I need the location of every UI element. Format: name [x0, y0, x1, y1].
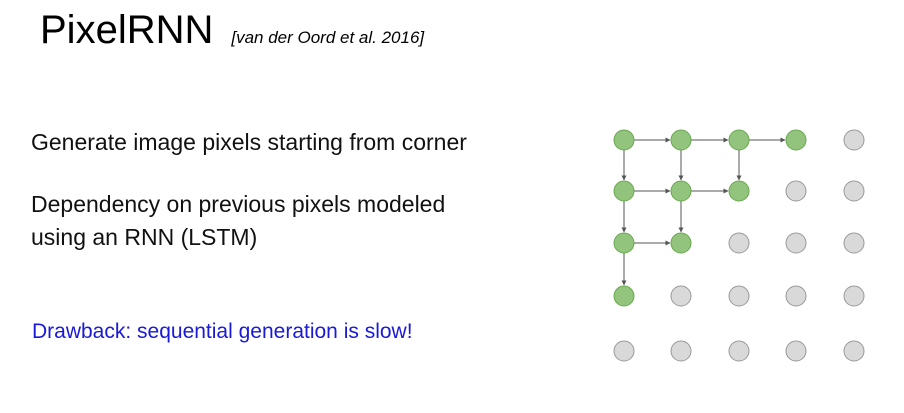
pending-pixel: [613, 340, 635, 362]
title-row: PixelRNN [van der Oord et al. 2016]: [40, 6, 424, 54]
generated-pixel: [728, 129, 750, 151]
pending-pixel: [785, 340, 807, 362]
generated-pixel: [613, 232, 635, 254]
generated-pixel: [613, 129, 635, 151]
pending-pixel: [785, 285, 807, 307]
pending-pixel: [670, 340, 692, 362]
generated-pixel: [728, 180, 750, 202]
pending-pixel: [728, 232, 750, 254]
pixel-nodes: [613, 129, 865, 362]
generated-pixel: [785, 129, 807, 151]
pending-pixel: [728, 340, 750, 362]
pending-pixel: [843, 285, 865, 307]
point-rnn-line2: using an RNN (LSTM): [31, 224, 258, 250]
dependency-arrows: [621, 137, 786, 286]
generated-pixel: [613, 285, 635, 307]
point-generate-pixels: Generate image pixels starting from corn…: [31, 129, 467, 155]
generated-pixel: [670, 129, 692, 151]
pending-pixel: [843, 180, 865, 202]
pending-pixel: [843, 232, 865, 254]
pending-pixel: [843, 340, 865, 362]
point-rnn-line1: Dependency on previous pixels modeled: [31, 191, 446, 217]
slide-title: PixelRNN: [40, 8, 214, 52]
pending-pixel: [843, 129, 865, 151]
drawback-note: Drawback: sequential generation is slow!: [32, 320, 413, 343]
pending-pixel: [785, 232, 807, 254]
pending-pixel: [670, 285, 692, 307]
citation: [van der Oord et al. 2016]: [231, 28, 425, 47]
generated-pixel: [670, 180, 692, 202]
pending-pixel: [785, 180, 807, 202]
point-rnn-dependency: Dependency on previous pixels modeled us…: [31, 188, 445, 254]
generated-pixel: [670, 232, 692, 254]
generated-pixel: [613, 180, 635, 202]
pending-pixel: [728, 285, 750, 307]
